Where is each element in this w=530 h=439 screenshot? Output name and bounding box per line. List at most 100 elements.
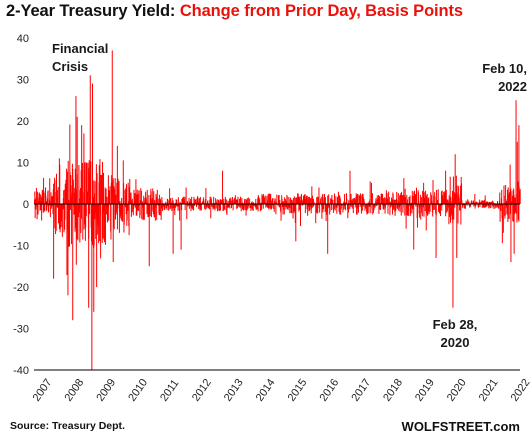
annotation-text: 2020 xyxy=(441,335,470,350)
y-tick-label: -20 xyxy=(13,282,29,294)
bar xyxy=(471,200,473,204)
bar xyxy=(239,198,241,204)
bar xyxy=(406,199,408,204)
bar xyxy=(105,204,107,215)
bar xyxy=(404,204,406,216)
bar xyxy=(391,199,393,204)
bar xyxy=(100,204,102,259)
bar xyxy=(63,190,65,204)
bar xyxy=(102,161,104,204)
bar xyxy=(171,204,173,211)
bar xyxy=(87,162,89,204)
bar xyxy=(434,196,436,204)
bar xyxy=(404,188,406,204)
bar xyxy=(436,189,438,204)
bar xyxy=(80,187,82,204)
bar xyxy=(277,195,279,204)
bar xyxy=(78,204,80,217)
bar xyxy=(509,164,511,204)
bar xyxy=(415,204,417,207)
bar xyxy=(369,181,371,204)
bar xyxy=(406,204,408,215)
bar xyxy=(267,194,269,204)
x-tick-label: 2015 xyxy=(286,377,310,404)
x-tick-label: 2022 xyxy=(509,377,530,404)
bar xyxy=(459,204,461,211)
bar xyxy=(400,204,402,206)
bar xyxy=(56,204,58,208)
bar xyxy=(336,204,338,208)
bar xyxy=(475,201,477,204)
bar xyxy=(289,204,291,214)
bar xyxy=(70,175,72,204)
bar xyxy=(213,204,215,209)
bar xyxy=(94,181,96,204)
bar xyxy=(159,194,161,204)
bar xyxy=(138,190,140,204)
bar xyxy=(306,204,308,210)
bar xyxy=(448,195,450,204)
bar xyxy=(395,204,397,211)
bar xyxy=(402,204,404,213)
bar xyxy=(456,192,458,204)
bar xyxy=(405,204,407,229)
bar xyxy=(210,199,212,204)
bar xyxy=(66,204,68,232)
bar xyxy=(426,193,428,204)
bar xyxy=(460,185,462,204)
bar xyxy=(127,200,129,204)
bar xyxy=(394,199,396,204)
bar xyxy=(307,204,309,216)
bar xyxy=(73,204,75,215)
bar xyxy=(103,172,105,204)
bar xyxy=(402,204,404,208)
bar xyxy=(512,204,514,222)
bar xyxy=(295,197,297,204)
bar xyxy=(114,178,116,204)
bar xyxy=(264,195,266,204)
bar xyxy=(105,188,107,204)
bar xyxy=(400,192,402,204)
bar xyxy=(127,182,129,204)
bar xyxy=(72,204,74,321)
bar xyxy=(300,204,301,226)
bar xyxy=(399,204,401,212)
bar xyxy=(492,201,494,204)
bar xyxy=(227,200,229,204)
bar xyxy=(231,200,233,204)
bar xyxy=(422,204,424,208)
bar xyxy=(133,189,135,204)
bar xyxy=(284,204,286,206)
bar xyxy=(118,181,120,204)
bar xyxy=(237,196,239,204)
bar xyxy=(311,186,313,204)
bar xyxy=(400,204,402,216)
bar xyxy=(464,204,466,209)
bar xyxy=(251,204,253,209)
bar xyxy=(327,204,329,207)
bar xyxy=(322,194,324,204)
bar xyxy=(386,193,388,204)
bar xyxy=(424,197,426,204)
bar xyxy=(142,204,144,220)
bar xyxy=(428,197,430,204)
bar xyxy=(417,192,419,204)
bar xyxy=(483,204,485,209)
bar xyxy=(98,165,100,204)
bar xyxy=(205,188,207,204)
bar xyxy=(245,198,247,204)
bar xyxy=(338,195,340,204)
bar xyxy=(232,204,234,211)
bar xyxy=(425,204,427,231)
bar xyxy=(508,204,510,220)
bar xyxy=(235,200,237,204)
bar xyxy=(345,204,347,211)
bar xyxy=(275,201,277,204)
bar xyxy=(358,195,360,204)
bar xyxy=(384,204,386,209)
bar xyxy=(285,199,287,204)
bar xyxy=(411,190,413,204)
bar xyxy=(309,204,311,211)
bar xyxy=(284,197,286,204)
bar xyxy=(415,194,417,204)
